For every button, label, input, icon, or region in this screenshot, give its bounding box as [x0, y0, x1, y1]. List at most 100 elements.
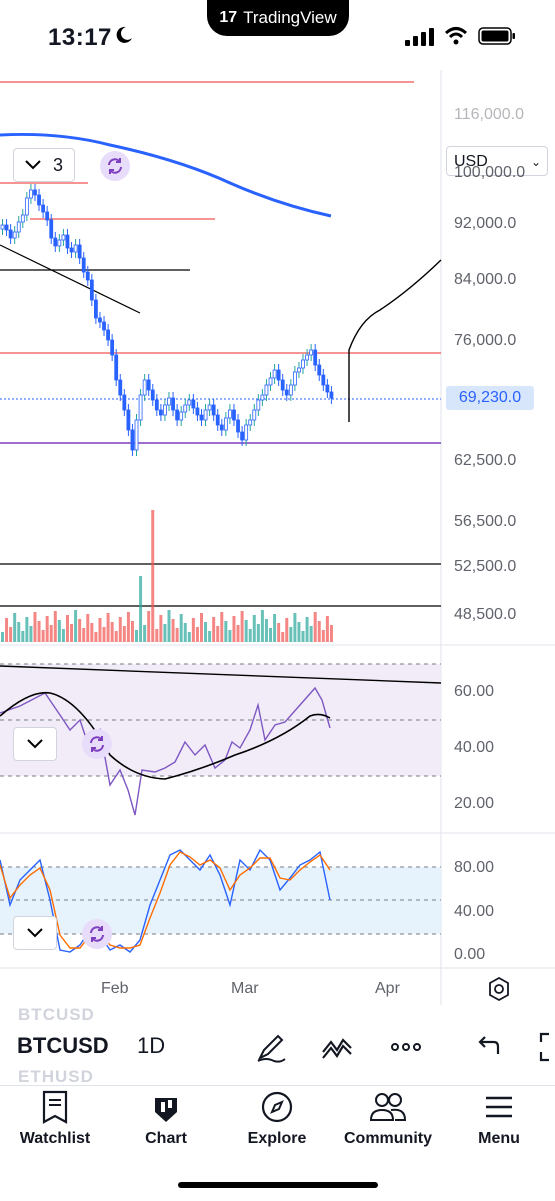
stoch-collapse-button[interactable] [13, 916, 57, 950]
volume-bar [155, 629, 159, 642]
volume-bar [25, 617, 29, 642]
candle-body [118, 379, 123, 396]
rsi-axis-label: 60.00 [454, 683, 495, 700]
app-banner: 17 TradingView [207, 0, 349, 36]
undo-icon[interactable] [470, 1030, 504, 1064]
time-axis-label: Feb [101, 980, 129, 997]
rsi-sync-button[interactable] [82, 729, 112, 759]
indicators-icon[interactable] [320, 1030, 354, 1064]
candle-body [41, 204, 46, 213]
candle-body [260, 394, 265, 401]
interval-selector[interactable]: 1D [137, 1033, 166, 1058]
volume-bar [29, 626, 33, 642]
volume-bar [269, 628, 273, 642]
volume-bar [37, 621, 41, 642]
tab-watchlist[interactable]: Watchlist [0, 1090, 110, 1148]
candle-body [150, 389, 155, 401]
symbol-selector[interactable]: BTCUSD [17, 1033, 109, 1058]
community-icon [369, 1093, 407, 1121]
candle-body [211, 404, 216, 416]
volume-bar [204, 622, 208, 642]
volume-bar [256, 624, 260, 642]
volume-bar [45, 616, 49, 642]
volume-bar [102, 627, 106, 642]
wifi-icon [444, 27, 468, 45]
volume-bar [143, 625, 147, 642]
candle-body [179, 411, 184, 421]
indicator-count: 3 [52, 154, 63, 175]
price-axis-label: 62,500.0 [454, 452, 517, 469]
candle-body [272, 369, 277, 379]
candle-body [69, 247, 74, 253]
price-axis-label: 100,000.0 [454, 164, 526, 181]
candle-body [102, 321, 106, 331]
volume-bar [248, 629, 252, 642]
candle-body [215, 414, 220, 426]
volume-bar [106, 613, 110, 642]
drawing-tools-icon[interactable] [254, 1030, 288, 1064]
volume-bar [82, 628, 86, 642]
volume-bar [187, 632, 191, 642]
volume-bar [21, 631, 25, 642]
candle-body [16, 221, 21, 233]
volume-bar [305, 617, 309, 642]
time-axis-label: Apr [375, 980, 400, 997]
rsi-collapse-button[interactable] [13, 727, 57, 761]
volume-bar [135, 630, 139, 642]
candle-body [167, 397, 171, 406]
trend-line [0, 244, 141, 314]
chevron-down-icon [25, 160, 41, 170]
volume-bar [163, 624, 167, 642]
candle-body [223, 417, 228, 431]
volume-bar [147, 611, 151, 642]
rsi-line [0, 686, 331, 816]
candle-body [122, 394, 127, 411]
tab-menu[interactable]: Menu [444, 1090, 554, 1148]
candle-body [126, 409, 131, 431]
chart-area[interactable]: USD ⌄ 3 [0, 70, 555, 1005]
candle-body [284, 389, 289, 396]
candle-body [163, 404, 167, 416]
tab-chart-label: Chart [145, 1130, 187, 1147]
candle-body [305, 354, 309, 361]
volume-bar [260, 610, 264, 642]
ghost-symbol-above: BTCUSD [18, 1005, 95, 1024]
volume-bar [159, 615, 163, 642]
candle-body [219, 424, 224, 431]
candle-body [4, 224, 9, 231]
volume-bar [228, 630, 232, 642]
candle-body [98, 317, 102, 323]
chart-settings-icon[interactable] [484, 974, 514, 1004]
sync-icon [90, 926, 104, 942]
volume-bar [41, 630, 45, 642]
volume-bar [9, 627, 13, 642]
volume-bar [1, 632, 4, 642]
volume-bar [98, 618, 102, 642]
volume-bar [86, 614, 90, 642]
home-indicator [178, 1182, 378, 1188]
tab-chart[interactable]: Chart [111, 1090, 221, 1148]
volume-bar [126, 612, 130, 642]
candle-body [29, 189, 33, 199]
chart-canvas[interactable] [0, 70, 555, 1005]
volume-bar [199, 613, 203, 642]
volume-bar [70, 624, 74, 642]
candle-body [89, 279, 94, 301]
fullscreen-icon[interactable] [535, 1030, 555, 1064]
candle-body [77, 244, 82, 259]
chart-candles-icon [155, 1098, 177, 1122]
tab-community[interactable]: Community [333, 1090, 443, 1148]
volume-bar [264, 619, 268, 642]
more-options-icon[interactable] [389, 1030, 423, 1064]
stoch-sync-button[interactable] [82, 919, 112, 949]
tab-explore[interactable]: Explore [222, 1090, 332, 1148]
indicator-collapse-button[interactable]: 3 [13, 148, 75, 182]
currency-select[interactable]: USD ⌄ [446, 146, 548, 176]
candle-body [256, 399, 261, 411]
sync-button[interactable] [100, 151, 130, 181]
volume-bar [13, 613, 17, 642]
candle-body [0, 224, 5, 230]
volume-bar [321, 630, 325, 642]
tab-explore-label: Explore [247, 1130, 307, 1147]
candle-body [228, 409, 232, 419]
